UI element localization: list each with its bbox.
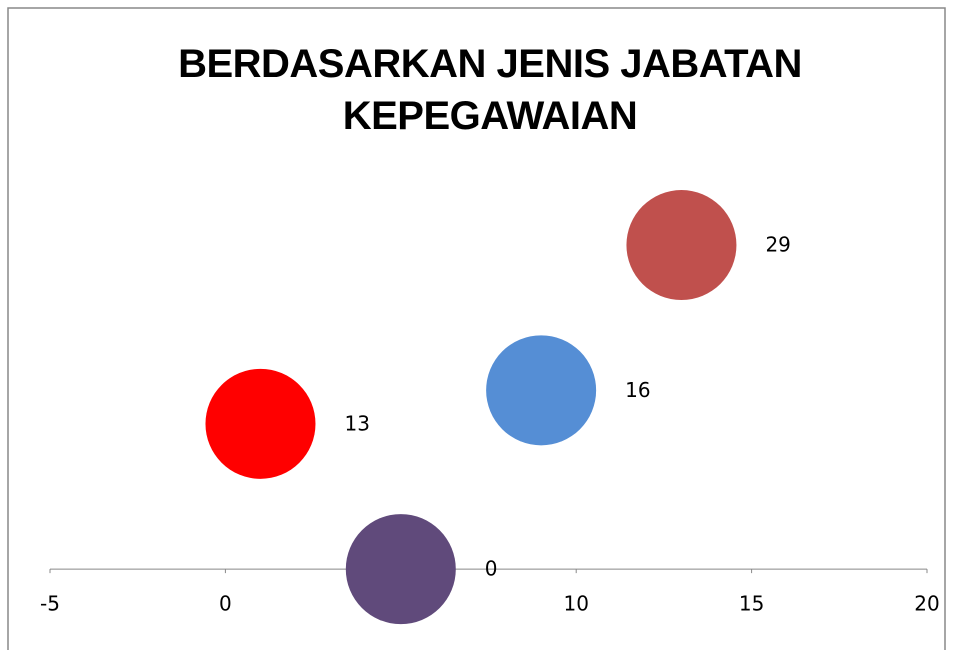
chart-title: BERDASARKAN JENIS JABATAN KEPEGAWAIAN xyxy=(178,42,802,138)
data-label: 0 xyxy=(485,557,498,581)
x-tick-label: 10 xyxy=(563,592,588,616)
bubble xyxy=(626,190,737,301)
data-label: 13 xyxy=(344,411,369,435)
x-tick-label: 20 xyxy=(914,592,939,616)
x-tick-label: -5 xyxy=(40,592,60,616)
bubble xyxy=(486,335,597,446)
data-label: 29 xyxy=(765,233,790,257)
bubble xyxy=(205,368,316,479)
x-tick-label: 0 xyxy=(219,592,232,616)
x-tick-label: 15 xyxy=(739,592,764,616)
bubble xyxy=(345,514,456,625)
data-label: 16 xyxy=(625,378,650,402)
chart-frame xyxy=(7,7,946,650)
